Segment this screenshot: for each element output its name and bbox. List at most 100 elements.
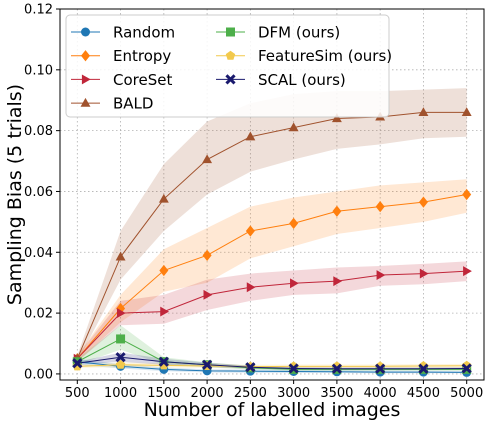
legend-item: DFM (ours) bbox=[216, 24, 340, 42]
data-point bbox=[115, 359, 126, 369]
x-tick-label: 5000 bbox=[450, 386, 483, 401]
series-line bbox=[77, 364, 467, 368]
legend-marker bbox=[226, 27, 235, 37]
data-point bbox=[418, 107, 429, 116]
data-point bbox=[158, 356, 169, 367]
data-point bbox=[461, 107, 472, 116]
x-tick-label: 500 bbox=[65, 386, 90, 401]
series-lines bbox=[72, 107, 472, 377]
x-tick-label: 3000 bbox=[277, 386, 310, 401]
legend-marker bbox=[225, 50, 236, 60]
y-tick-label: 0.04 bbox=[24, 246, 53, 261]
legend: Random Entropy CoreSet BALD DFM (ours) Featur… bbox=[65, 14, 392, 118]
legend-item: CoreSet bbox=[71, 71, 172, 89]
data-point bbox=[288, 363, 299, 374]
legend-label: CoreSet bbox=[113, 71, 172, 89]
data-point bbox=[245, 225, 255, 237]
legend-item: FeatureSim (ours) bbox=[216, 47, 392, 65]
legend-item: Random bbox=[71, 24, 175, 42]
data-point bbox=[419, 268, 429, 279]
legend-marker bbox=[225, 74, 236, 85]
data-point bbox=[201, 359, 213, 370]
data-point bbox=[116, 308, 126, 319]
confidence-band bbox=[77, 179, 467, 362]
series-coreset bbox=[73, 266, 472, 364]
x-tick-label: 3500 bbox=[320, 386, 353, 401]
plot-area bbox=[59, 8, 485, 381]
x-tick-label: 2000 bbox=[191, 386, 224, 401]
y-tick-label: 0.08 bbox=[24, 124, 53, 139]
legend-marker bbox=[80, 97, 91, 107]
legend-item: SCAL (ours) bbox=[216, 71, 346, 89]
data-point bbox=[115, 251, 126, 261]
confidence-bands bbox=[77, 88, 467, 374]
y-tick-label: 0.12 bbox=[24, 3, 53, 18]
confidence-band bbox=[77, 325, 467, 371]
y-tick-label: 0.06 bbox=[24, 185, 53, 200]
legend-box bbox=[65, 14, 390, 118]
y-tick-label: 0.00 bbox=[24, 367, 53, 382]
confidence-band bbox=[77, 261, 467, 362]
legend-item: Entropy bbox=[71, 47, 171, 65]
confidence-band bbox=[77, 88, 467, 362]
data-point bbox=[333, 276, 343, 287]
data-point bbox=[375, 201, 385, 213]
data-point bbox=[418, 363, 429, 374]
series-line bbox=[77, 361, 467, 373]
data-point bbox=[376, 270, 386, 281]
y-tick-label: 0.02 bbox=[24, 307, 53, 322]
data-point bbox=[289, 217, 299, 230]
x-tick-label: 4500 bbox=[407, 386, 440, 401]
x-tick-label: 2500 bbox=[234, 386, 267, 401]
data-point bbox=[332, 205, 342, 217]
x-tick-label: 1500 bbox=[147, 386, 180, 401]
data-point bbox=[331, 113, 342, 123]
data-point bbox=[203, 289, 213, 300]
x-axis: 500 1000 1500 2000 2500 3000 3500 4000 4500 5000 bbox=[65, 380, 483, 401]
legend-label: Random bbox=[113, 24, 175, 42]
series-entropy bbox=[72, 188, 472, 365]
data-point bbox=[202, 249, 212, 261]
y-tick-label: 0.10 bbox=[24, 63, 53, 78]
data-point bbox=[115, 352, 126, 363]
series-line bbox=[76, 270, 467, 360]
x-tick-label: 1000 bbox=[104, 386, 137, 401]
data-point bbox=[290, 278, 299, 289]
legend-item: BALD bbox=[71, 95, 153, 113]
data-point bbox=[159, 264, 169, 277]
series-line bbox=[77, 356, 467, 370]
data-point bbox=[72, 358, 83, 369]
series-line bbox=[76, 194, 467, 360]
x-axis-label: Number of labelled images bbox=[144, 399, 401, 421]
data-point bbox=[331, 363, 343, 374]
data-point bbox=[375, 363, 386, 374]
legend-marker bbox=[81, 74, 91, 85]
data-point bbox=[462, 188, 472, 201]
data-point bbox=[158, 193, 169, 203]
series-scal-ours bbox=[72, 352, 472, 374]
legend-marker bbox=[81, 27, 90, 37]
data-point bbox=[463, 266, 472, 277]
legend-label: SCAL (ours) bbox=[258, 71, 346, 89]
data-point bbox=[245, 362, 256, 373]
data-point bbox=[160, 306, 170, 317]
data-point bbox=[245, 131, 256, 141]
x-tick-label: 4000 bbox=[364, 386, 397, 401]
legend-label: FeatureSim (ours) bbox=[258, 47, 392, 65]
data-point bbox=[246, 282, 256, 293]
series-line bbox=[77, 338, 467, 370]
legend-label: BALD bbox=[113, 95, 153, 113]
data-point bbox=[461, 363, 472, 374]
data-point bbox=[288, 122, 299, 132]
legend-label: Entropy bbox=[113, 47, 171, 65]
data-point bbox=[116, 334, 126, 344]
legend-label: DFM (ours) bbox=[258, 24, 340, 42]
legend-marker bbox=[81, 50, 90, 62]
series-line bbox=[76, 111, 467, 359]
confidence-band bbox=[77, 362, 467, 369]
y-axis-label: Sampling Bias (5 trials) bbox=[4, 84, 26, 305]
data-point bbox=[418, 196, 428, 208]
data-point bbox=[202, 154, 213, 164]
y-axis: 0.00 0.02 0.04 0.06 0.08 0.10 0.12 bbox=[24, 3, 60, 382]
